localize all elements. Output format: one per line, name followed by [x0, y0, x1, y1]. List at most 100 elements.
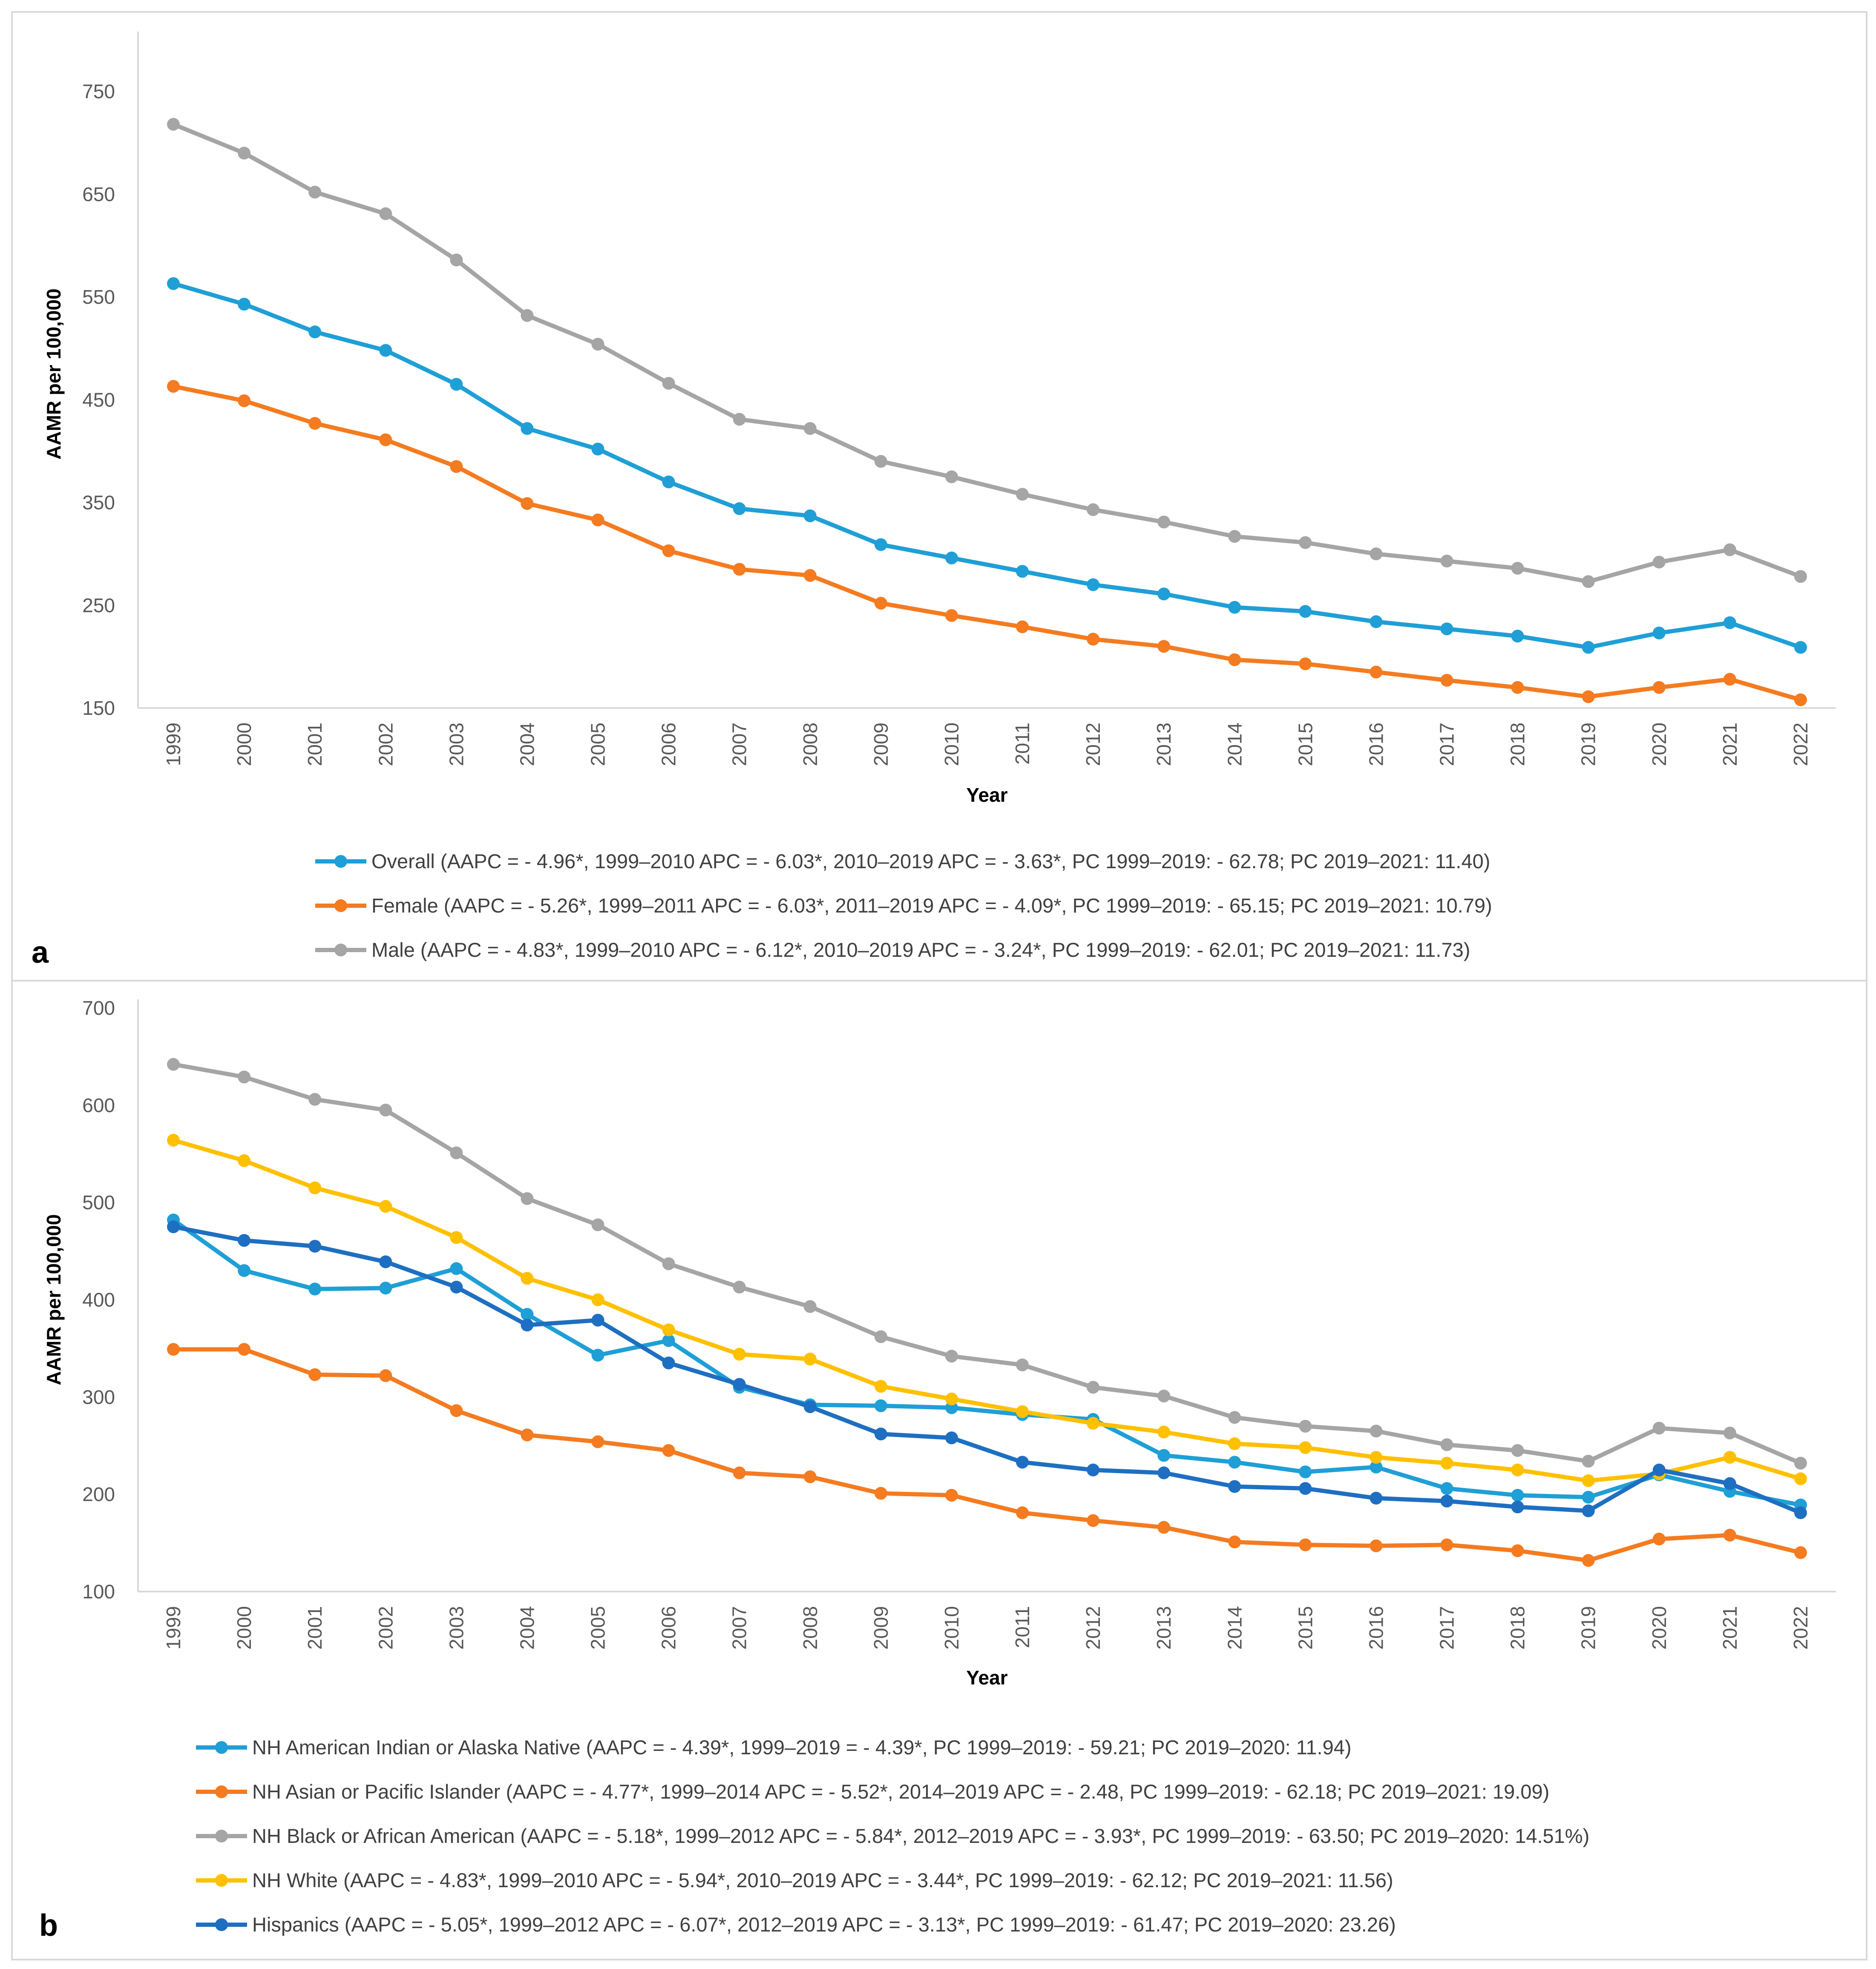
chart-b-data-point — [1087, 1463, 1100, 1477]
chart-b-x-tick-label: 2010 — [941, 1606, 963, 1649]
chart-b-data-point — [1511, 1544, 1524, 1557]
chart-a-legend-marker — [334, 944, 347, 956]
chart-a-data-point — [1723, 673, 1736, 686]
chart-a-data-point — [238, 147, 251, 160]
chart-a-data-point — [450, 460, 463, 473]
chart-b-x-tick-label: 2019 — [1577, 1606, 1600, 1649]
chart-a-data-point — [521, 309, 534, 322]
chart-a-x-tick-label: 1999 — [162, 723, 184, 766]
chart-a-x-tick-label: 2013 — [1153, 723, 1175, 766]
chart-b-data-point — [1794, 1472, 1807, 1485]
chart-b-data-point — [379, 1281, 392, 1295]
chart-a-data-point — [874, 596, 887, 610]
chart-a-data-point — [733, 563, 746, 576]
chart-b-data-point — [450, 1262, 463, 1275]
chart-b-x-tick-label: 2003 — [445, 1606, 467, 1649]
chart-b-series-line-1 — [171, 1347, 1803, 1563]
chart-a-data-point — [1299, 536, 1312, 549]
chart-b-data-point — [1794, 1457, 1807, 1470]
chart-b-y-tick-label: 700 — [82, 997, 115, 1019]
chart-b-data-point — [167, 1220, 180, 1233]
chart-b-x-tick-label: 2017 — [1436, 1606, 1458, 1649]
chart-b-data-point — [450, 1146, 463, 1160]
chart-b-legend-marker — [215, 1918, 228, 1931]
chart-b-series-line-2 — [171, 1062, 1803, 1465]
chart-b-data-point — [733, 1466, 746, 1480]
chart-b-data-point — [521, 1428, 534, 1442]
chart-b-data-point — [1157, 1425, 1171, 1439]
chart-a-x-tick-label: 2010 — [941, 723, 963, 766]
chart-b-data-point — [1157, 1521, 1171, 1534]
chart-panel-a: 150 250 350 450 550 650 750 1999 2000 2001 2002 200… — [11, 11, 1867, 982]
chart-b-data-point — [874, 1399, 887, 1412]
chart-b-y-tick-label: 500 — [82, 1192, 115, 1214]
chart-a-x-tick-label: 2002 — [374, 723, 397, 766]
chart-b-data-point — [733, 1281, 746, 1294]
chart-a-data-point — [521, 497, 534, 510]
chart-a-data-point — [1511, 561, 1524, 575]
chart-b-x-tick-label: 2020 — [1648, 1606, 1670, 1649]
chart-b-data-point — [945, 1488, 958, 1502]
chart-a-data-point — [662, 544, 675, 557]
chart-a-x-tick-label: 2018 — [1507, 723, 1529, 766]
chart-b-data-point — [1723, 1477, 1736, 1490]
chart-b-data-point — [238, 1234, 251, 1247]
chart-b-data-point — [803, 1300, 817, 1313]
chart-b-data-point — [521, 1308, 534, 1321]
chart-b-x-tick-label: 2002 — [374, 1606, 397, 1649]
chart-b-data-point — [945, 1431, 958, 1445]
chart-a-x-tick-label: 2005 — [587, 723, 609, 766]
chart-b-data-point — [1299, 1482, 1312, 1495]
chart-b-data-point — [521, 1318, 534, 1332]
chart-b-x-tick-label: 2013 — [1153, 1606, 1175, 1649]
chart-a-legend-label: Male (AAPC = - 4.83*, 1999–2010 APC = - … — [371, 938, 1470, 961]
chart-a-data-point — [167, 277, 180, 290]
chart-a-data-point — [1582, 641, 1595, 654]
chart-a-data-point — [1016, 620, 1029, 633]
chart-b-x-tick-label: 2014 — [1223, 1606, 1246, 1649]
chart-a-x-tick-label: 2012 — [1082, 723, 1104, 766]
chart-b-data-point — [167, 1343, 180, 1356]
chart-b-data-point — [1228, 1480, 1241, 1493]
chart-b-data-point — [167, 1058, 180, 1071]
chart-a-legend-marker — [334, 855, 347, 868]
chart-a-x-tick-label: 2015 — [1294, 723, 1316, 766]
chart-b-data-point — [238, 1264, 251, 1277]
chart-b-data-point — [238, 1071, 251, 1084]
chart-b-data-point — [803, 1470, 817, 1483]
chart-a-x-tick-label: 2009 — [870, 723, 892, 766]
chart-b-legend-label: Hispanics (AAPC = - 5.05*, 1999–2012 APC… — [252, 1913, 1396, 1936]
chart-b-data-point — [945, 1392, 958, 1405]
chart-a-data-point — [1652, 556, 1666, 569]
chart-a-data-point — [1511, 630, 1524, 643]
chart-a-series-line-0 — [171, 281, 1803, 650]
chart-b-data-point — [874, 1428, 887, 1441]
chart-b-y-tick-label: 400 — [82, 1289, 115, 1311]
chart-a-data-point — [1299, 605, 1312, 618]
chart-a-data-point — [1582, 575, 1595, 588]
chart-b-data-point — [379, 1369, 392, 1382]
chart-b-y-tick-label: 100 — [82, 1580, 115, 1603]
chart-a-data-point — [1440, 555, 1453, 568]
chart-a-data-point — [1087, 633, 1100, 646]
chart-b-x-tick-label: 2006 — [658, 1606, 680, 1649]
chart-b-data-point — [662, 1444, 675, 1457]
chart-b-data-point — [1299, 1441, 1312, 1454]
chart-b-x-tick-label: 2021 — [1719, 1606, 1741, 1649]
chart-b-data-point — [1016, 1506, 1029, 1520]
chart-b-data-point — [733, 1347, 746, 1361]
chart-a-data-point — [1370, 615, 1383, 628]
chart-a-data-point — [1157, 640, 1171, 653]
chart-a-x-tick-label: 2004 — [516, 723, 538, 766]
chart-a-data-point — [591, 513, 604, 527]
chart-b-data-point — [1370, 1491, 1383, 1505]
chart-b-data-point — [874, 1487, 887, 1500]
chart-b-data-point — [874, 1330, 887, 1343]
chart-b-data-point — [1511, 1463, 1524, 1477]
chart-a-data-point — [945, 609, 958, 622]
chart-a-x-tick-label: 2007 — [728, 723, 751, 766]
chart-a-y-tick-label: 550 — [82, 286, 115, 308]
chart-b-data-point — [1440, 1482, 1453, 1495]
chart-a-data-point — [1228, 653, 1241, 666]
chart-b-data-point — [662, 1356, 675, 1370]
